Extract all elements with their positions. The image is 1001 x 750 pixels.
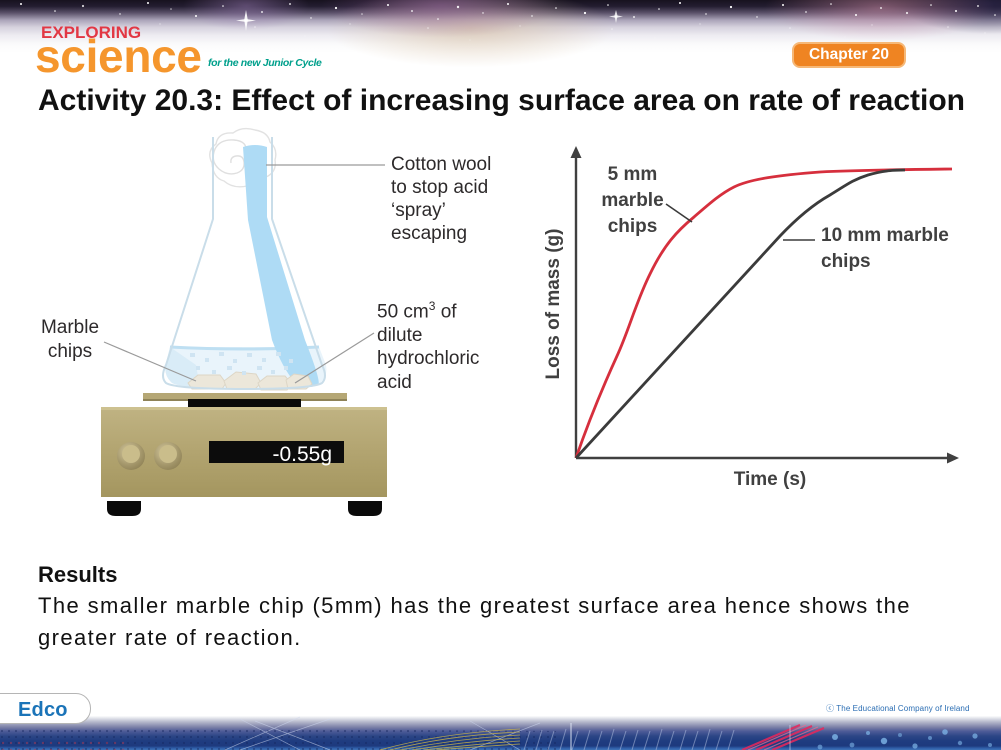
svg-text:-0.55g: -0.55g: [272, 443, 332, 466]
